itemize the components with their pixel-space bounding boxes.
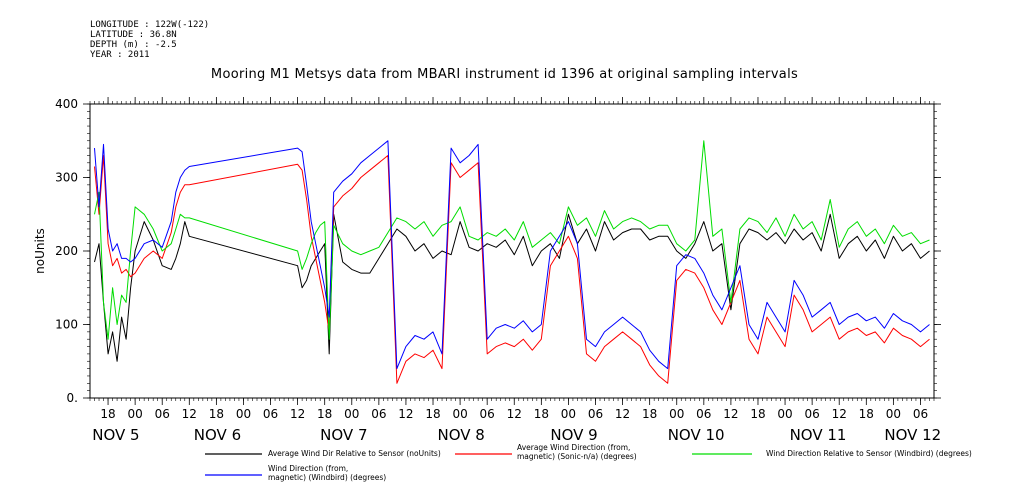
x-tick-label: 12 bbox=[290, 407, 305, 421]
x-tick-label: 12 bbox=[832, 407, 847, 421]
legend-label-1: Average Wind Direction (from, bbox=[517, 443, 630, 452]
y-tick-label: 0. bbox=[67, 391, 78, 405]
x-tick-label: 06 bbox=[588, 407, 603, 421]
x-tick-label: 00 bbox=[344, 407, 359, 421]
longitude-label: LONGITUDE : 122W(-122) bbox=[90, 20, 210, 30]
x-date-label: NOV 6 bbox=[194, 426, 241, 444]
x-date-label: NOV 10 bbox=[668, 426, 725, 444]
x-tick-label: 18 bbox=[750, 407, 765, 421]
series-line-2 bbox=[94, 140, 930, 340]
x-tick-label: 18 bbox=[534, 407, 549, 421]
x-tick-label: 06 bbox=[155, 407, 170, 421]
x-tick-label: 18 bbox=[317, 407, 332, 421]
x-tick-label: 00 bbox=[452, 407, 467, 421]
y-axis-label: noUnits bbox=[33, 228, 47, 274]
x-tick-label: 18 bbox=[209, 407, 224, 421]
x-tick-label: 06 bbox=[913, 407, 928, 421]
x-tick-label: 06 bbox=[371, 407, 386, 421]
x-tick-label: 00 bbox=[236, 407, 251, 421]
x-tick-label: 00 bbox=[886, 407, 901, 421]
x-date-label: NOV 7 bbox=[320, 426, 367, 444]
x-tick-label: 18 bbox=[100, 407, 115, 421]
x-date-label: NOV 5 bbox=[92, 426, 139, 444]
series-line-1 bbox=[94, 155, 930, 384]
x-tick-label: 00 bbox=[777, 407, 792, 421]
x-tick-label: 12 bbox=[615, 407, 630, 421]
y-tick-label: 100 bbox=[55, 318, 78, 332]
latitude-label: LATITUDE : 36.8N bbox=[90, 30, 177, 40]
x-tick-label: 06 bbox=[696, 407, 711, 421]
y-tick-label: 300 bbox=[55, 171, 78, 185]
metadata-block: LONGITUDE : 122W(-122) LATITUDE : 36.8N DE… bbox=[90, 20, 209, 60]
x-tick-label: 06 bbox=[480, 407, 495, 421]
x-date-label: NOV 8 bbox=[438, 426, 485, 444]
legend-label-0: Average Wind Dir Relative to Sensor (noU… bbox=[268, 449, 441, 458]
series-line-0 bbox=[94, 213, 930, 362]
chart-title: Mooring M1 Metsys data from MBARI instru… bbox=[210, 67, 799, 82]
depth-label: DEPTH (m) : -2.5 bbox=[90, 40, 177, 50]
x-tick-label: 06 bbox=[263, 407, 278, 421]
legend-label-2: Wind Direction Relative to Sensor (Windb… bbox=[766, 449, 972, 458]
x-tick-label: 12 bbox=[398, 407, 413, 421]
series-line-3 bbox=[94, 140, 930, 370]
x-date-label: NOV 11 bbox=[790, 426, 847, 444]
x-tick-label: 18 bbox=[642, 407, 657, 421]
x-tick-label: 12 bbox=[507, 407, 522, 421]
x-tick-label: 12 bbox=[723, 407, 738, 421]
x-tick-label: 18 bbox=[425, 407, 440, 421]
x-tick-label: 12 bbox=[182, 407, 197, 421]
year-label: YEAR : 2011 bbox=[90, 50, 150, 60]
x-date-label: NOV 12 bbox=[884, 426, 941, 444]
x-date-label: NOV 9 bbox=[550, 426, 597, 444]
x-tick-label: 00 bbox=[669, 407, 684, 421]
x-tick-label: 00 bbox=[127, 407, 142, 421]
legend-label-3: magnetic) (Windbird) (degrees) bbox=[268, 473, 386, 482]
legend-label-3: Wind Direction (from, bbox=[268, 464, 348, 473]
y-tick-label: 200 bbox=[55, 244, 78, 258]
legend-label-1: magnetic) (Sonic-n/a) (degrees) bbox=[517, 452, 637, 461]
x-tick-label: 06 bbox=[804, 407, 819, 421]
x-tick-label: 00 bbox=[561, 407, 576, 421]
y-tick-label: 400 bbox=[55, 97, 78, 111]
x-tick-label: 18 bbox=[859, 407, 874, 421]
